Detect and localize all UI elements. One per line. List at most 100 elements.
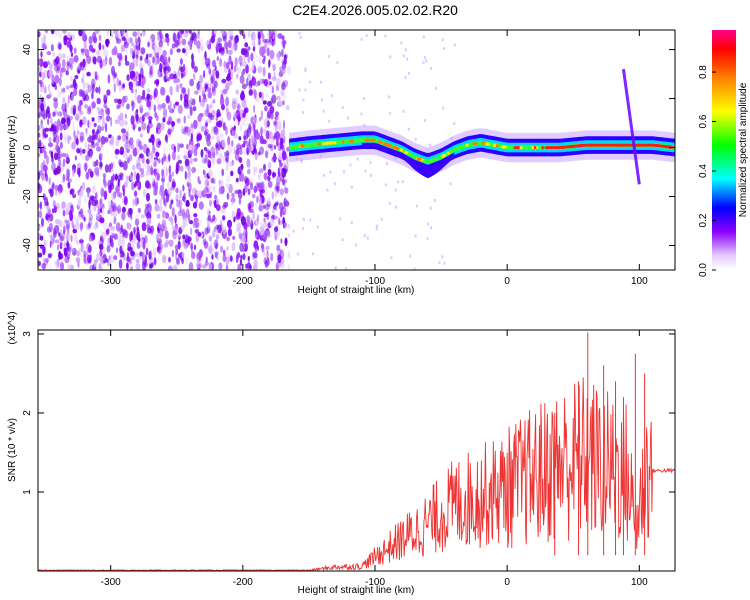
noise-blob xyxy=(224,49,228,56)
noise-blob xyxy=(43,44,47,49)
noise-blob xyxy=(171,249,174,258)
noise-blob xyxy=(91,91,94,100)
noise-blob xyxy=(85,171,90,180)
noise-speck xyxy=(309,80,312,84)
noise-blob xyxy=(236,222,241,230)
noise-blob xyxy=(278,217,281,226)
noise-blob xyxy=(187,40,192,46)
noise-blob xyxy=(190,227,193,235)
noise-blob xyxy=(121,211,126,221)
noise-blob xyxy=(203,70,206,79)
noise-blob xyxy=(171,181,176,188)
noise-blob xyxy=(67,181,71,189)
noise-speck xyxy=(429,206,432,210)
noise-blob xyxy=(219,58,223,67)
noise-blob xyxy=(86,243,92,252)
noise-speck xyxy=(422,61,425,65)
noise-blob xyxy=(241,83,247,90)
noise-blob xyxy=(273,203,277,210)
noise-blob xyxy=(163,147,167,153)
noise-blob xyxy=(150,37,153,46)
noise-blob xyxy=(215,142,219,149)
noise-blob xyxy=(87,119,90,128)
noise-blob xyxy=(192,106,197,112)
noise-blob xyxy=(91,101,94,110)
noise-blob xyxy=(96,106,100,111)
noise-blob xyxy=(132,124,136,131)
noise-blob xyxy=(263,78,269,87)
noise-speck xyxy=(428,143,431,147)
noise-blob xyxy=(81,77,84,84)
noise-blob xyxy=(118,204,121,210)
noise-blob xyxy=(103,103,107,109)
noise-blob xyxy=(261,189,266,194)
noise-blob xyxy=(228,40,231,49)
noise-blob xyxy=(247,188,251,196)
noise-blob xyxy=(105,115,111,122)
noise-speck xyxy=(388,95,391,99)
noise-blob xyxy=(280,89,285,97)
noise-blob xyxy=(251,193,256,199)
noise-blob xyxy=(169,100,172,109)
noise-blob xyxy=(183,154,187,159)
noise-blob xyxy=(139,116,145,124)
noise-blob xyxy=(137,207,141,214)
noise-blob xyxy=(77,261,80,268)
noise-blob xyxy=(178,83,182,90)
noise-blob xyxy=(88,199,91,210)
noise-blob xyxy=(204,109,210,117)
noise-blob xyxy=(247,168,251,175)
noise-blob xyxy=(38,111,43,117)
noise-blob xyxy=(271,191,274,200)
noise-blob xyxy=(72,169,75,177)
noise-blob xyxy=(108,222,112,228)
noise-blob xyxy=(131,100,135,106)
noise-blob xyxy=(284,238,288,244)
noise-blob xyxy=(100,126,104,132)
noise-blob xyxy=(43,150,47,159)
noise-blob xyxy=(67,168,71,179)
snr-ytick-label: 3 xyxy=(22,331,33,337)
noise-blob xyxy=(62,225,66,235)
noise-speck xyxy=(363,234,366,238)
noise-blob xyxy=(69,57,75,65)
noise-blob xyxy=(42,145,46,151)
noise-blob xyxy=(48,188,53,194)
noise-blob xyxy=(201,125,205,132)
noise-speck xyxy=(355,243,357,247)
noise-blob xyxy=(183,150,186,155)
noise-blob xyxy=(171,43,176,49)
noise-blob xyxy=(264,105,268,112)
noise-blob xyxy=(280,238,283,244)
noise-blob xyxy=(161,102,166,109)
ridge-hotspot xyxy=(349,139,354,143)
noise-blob xyxy=(122,36,126,41)
noise-blob xyxy=(108,184,112,194)
noise-blob xyxy=(186,172,192,178)
noise-blob xyxy=(277,33,283,39)
snr-ytick-label: 2 xyxy=(22,410,33,416)
noise-blob xyxy=(246,144,252,154)
noise-blob xyxy=(258,38,261,46)
noise-blob xyxy=(233,41,238,51)
noise-blob xyxy=(214,65,217,71)
noise-blob xyxy=(108,163,112,173)
noise-blob xyxy=(285,105,290,111)
noise-blob xyxy=(98,108,104,113)
noise-blob xyxy=(121,206,126,213)
noise-blob xyxy=(234,189,239,195)
noise-blob xyxy=(157,221,161,227)
ridge-hotspot xyxy=(500,145,508,149)
noise-speck xyxy=(347,116,349,120)
noise-blob xyxy=(184,45,188,50)
noise-blob xyxy=(92,161,97,168)
noise-blob xyxy=(227,39,233,49)
noise-blob xyxy=(180,83,183,89)
noise-blob xyxy=(96,55,102,64)
noise-blob xyxy=(47,118,50,126)
noise-blob xyxy=(61,59,66,68)
noise-blob xyxy=(82,73,85,79)
noise-blob xyxy=(169,203,173,210)
noise-blob xyxy=(159,30,162,39)
noise-speck xyxy=(302,111,305,114)
